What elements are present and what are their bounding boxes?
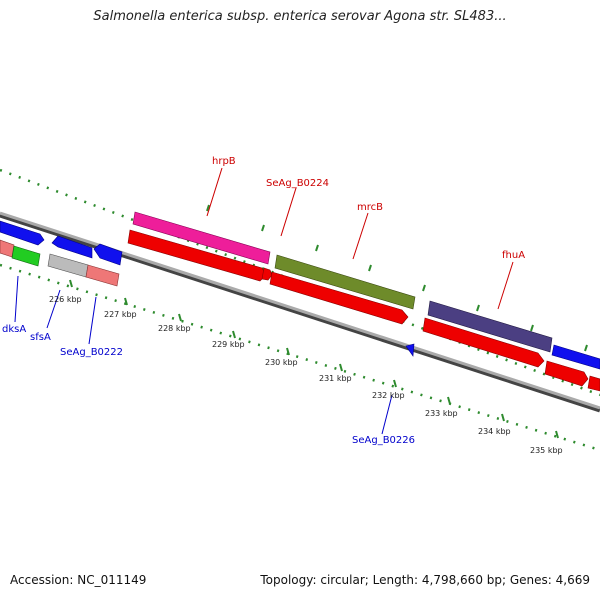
tick-label: 227 kbp [104, 310, 137, 319]
inner-tick [286, 347, 290, 356]
leader-SeAg_B0224 [280, 187, 297, 237]
gene-label-fhuA: fhuA [502, 250, 525, 261]
outer-tick-group [206, 204, 588, 352]
inner-tick [232, 330, 236, 339]
cds-SeAg_B0222-pink [85, 264, 120, 287]
gene-label-hrpB: hrpB [212, 156, 236, 167]
leader-sfsA [46, 289, 61, 329]
cds-left-pink [0, 239, 15, 258]
leader-SeAg_B0222 [88, 296, 97, 345]
backbone-shadow [0, 212, 600, 413]
leader-fhuA [497, 261, 514, 310]
leader-SeAg_B0226 [381, 394, 393, 435]
inner-tick [447, 396, 451, 405]
cds-hrpB-magenta [132, 211, 271, 265]
inner-tick [178, 313, 182, 322]
tick-label: 229 kbp [212, 340, 245, 349]
tick-label: 228 kbp [158, 324, 191, 333]
outer-tick [422, 284, 426, 292]
cds-sfsA-grey [47, 253, 89, 278]
cds-red-3 [422, 317, 545, 368]
inner-tick [555, 430, 559, 439]
cds-mrcB-olive [274, 254, 416, 310]
tick-label: 232 kbp [372, 391, 405, 400]
cds-SeAg_B0226-marker [405, 343, 415, 357]
backbone [0, 211, 600, 410]
tick-label: 230 kbp [265, 358, 298, 367]
gene-label-SeAg_B0226: SeAg_B0226 [352, 435, 415, 446]
cds-SeAg_B0222-blue [93, 243, 123, 266]
cds-sfsA-block-blue [51, 235, 93, 259]
genome-summary-text: Topology: circular; Length: 4,798,660 bp… [260, 573, 590, 587]
tick-label: 234 kbp [478, 427, 511, 436]
tick-label: 231 kbp [319, 374, 352, 383]
gene-label-sfsA: sfsA [30, 332, 51, 343]
gene-label-mrcB: mrcB [357, 202, 383, 213]
inner-tick-group [69, 279, 559, 439]
gene-label-SeAg_B0224: SeAg_B0224 [266, 178, 329, 189]
inner-tick [124, 297, 128, 306]
gene-label-SeAg_B0222: SeAg_B0222 [60, 347, 123, 358]
tick-label: 233 kbp [425, 409, 458, 418]
accession-text: Accession: NC_011149 [10, 573, 147, 587]
inner-tick [339, 363, 343, 372]
inner-tick [501, 413, 505, 422]
leader-mrcB [352, 212, 369, 260]
inner-tick [393, 379, 397, 388]
cds-left-blue-1 [0, 220, 45, 246]
outer-tick [315, 244, 319, 252]
inner-tick [69, 279, 73, 288]
tick-label: 226 kbp [49, 295, 82, 304]
cds-red-2 [269, 271, 409, 325]
cds-fhuA-purple [427, 300, 553, 353]
outer-tick [530, 324, 534, 332]
leader-hrpB [206, 167, 223, 217]
cds-red-4 [544, 360, 589, 387]
cds-red-5 [587, 375, 600, 392]
outer-tick [368, 264, 372, 272]
cds-dksA-green [11, 245, 41, 267]
cds-red-small [261, 267, 273, 281]
outer-tick [584, 344, 588, 352]
map-title: Salmonella enterica subsp. enterica sero… [93, 9, 507, 24]
leader-dksA [14, 275, 19, 323]
outer-tick [476, 304, 480, 312]
tick-label: 235 kbp [530, 446, 563, 455]
outer-tick [261, 224, 265, 232]
gene-label-dksA: dksA [2, 324, 26, 335]
cds-right-blue [551, 344, 600, 370]
outer-tick [206, 204, 210, 212]
